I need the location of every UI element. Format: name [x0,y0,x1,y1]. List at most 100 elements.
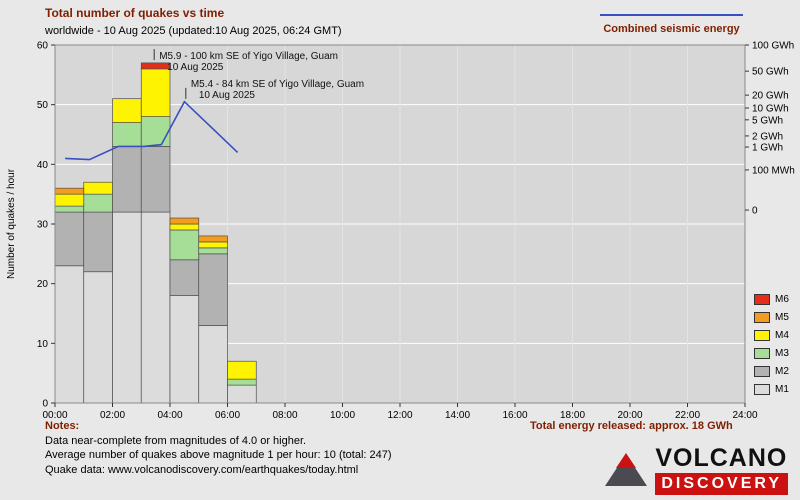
bar-segment-m6 [140,62,171,70]
bar-segment-m1 [83,271,113,404]
legend-swatch-m6 [754,293,770,305]
legend-swatch-m4 [754,329,770,341]
bar-segment-m3 [169,229,200,261]
legend-swatch-m3 [754,347,770,359]
notes-heading: Notes: [45,420,80,432]
logo-volcano-text: VOLCANO [655,444,788,472]
right-tick-label: 50 GWh [752,67,789,78]
y-tick-label: 40 [37,160,49,171]
annotation-text: M5.4 - 84 km SE of Yigo Village, Guam [191,79,364,90]
x-tick-label: 12:00 [387,410,412,421]
bar-segment-m3 [83,193,113,213]
legend-label: M6 [775,293,789,305]
y-tick-label: 20 [37,279,49,290]
x-tick-label: 06:00 [215,410,240,421]
legend-swatch-m5 [754,311,770,323]
bar-segment-m3 [227,378,257,386]
legend-item-m2: M2 [754,362,789,380]
bar-segment-m1 [198,325,228,404]
x-tick-label: 02:00 [100,410,125,421]
legend-label: M5 [775,311,789,323]
volcano-icon [605,453,648,486]
volcanodiscovery-logo: VOLCANO DISCOVERY [605,446,788,495]
legend-item-m1: M1 [754,380,789,398]
page-title: Total number of quakes vs time [45,6,225,20]
bar-segment-m4 [169,223,200,231]
right-tick-label: 100 MWh [752,165,795,176]
energy-line [65,100,239,161]
bar-segment-m1 [140,211,171,404]
note-line: Data near-complete from magnitudes of 4.… [45,434,307,447]
bar-segment-m2 [112,146,142,213]
right-tick-label: 10 GWh [752,104,789,115]
note-line-quake-data-url: Quake data: www.volcanodiscovery.com/ear… [45,463,359,476]
x-tick-label: 14:00 [445,410,470,421]
legend-swatch-m1 [754,383,770,395]
energy-legend: Combined seismic energy [600,14,743,35]
annotation-text: 10 Aug 2025 [199,90,256,101]
x-tick-label: 22:00 [675,410,700,421]
annotation-text: M5.9 - 100 km SE of Yigo Village, Guam [159,51,338,62]
y-tick-label: 60 [37,41,49,52]
x-tick-label: 08:00 [272,410,297,421]
bar-segment-m3 [198,247,228,255]
bar-segment-m1 [112,211,142,404]
bar-segment-m5 [198,235,228,243]
y-tick-label: 50 [37,100,49,111]
notes-section: Notes: Data near-complete from magnitude… [45,419,392,477]
bar-segment-m4 [112,98,142,123]
note-line: Average number of quakes above magnitude… [45,449,392,461]
y-axis-label: Number of quakes / hour [6,168,17,279]
right-tick-label: 20 GWh [752,91,789,102]
legend-label: M2 [775,365,789,377]
y-tick-label: 30 [37,220,49,231]
right-tick-label: 1 GWh [752,143,783,154]
legend-label: M1 [775,383,789,395]
y-tick-label: 10 [37,339,49,350]
bar-segment-m3 [140,116,171,147]
x-tick-label: 24:00 [732,410,757,421]
bar-segment-m4 [54,193,85,207]
bar-segment-m4 [140,68,171,117]
bar-segment-m2 [169,259,200,296]
logo-text: VOLCANO DISCOVERY [655,446,788,495]
legend-item-m4: M4 [754,326,789,344]
x-tick-label: 20:00 [617,410,642,421]
x-tick-label: 00:00 [42,410,67,421]
bar-segment-m4 [83,181,113,195]
page-subtitle: worldwide - 10 Aug 2025 (updated:10 Aug … [45,25,342,37]
x-tick-label: 18:00 [560,410,585,421]
bar-segment-m3 [112,122,142,147]
right-tick-label: 5 GWh [752,115,783,126]
legend-item-m5: M5 [754,308,789,326]
legend-item-m6: M6 [754,290,789,308]
bar-segment-m5 [169,217,200,225]
energy-line-sample [600,14,743,16]
x-tick-label: 10:00 [330,410,355,421]
bar-segment-m1 [54,265,85,404]
bar-segment-m4 [198,241,228,249]
bar-segment-m1 [169,295,200,404]
legend-label: M4 [775,329,789,341]
legend-swatch-m2 [754,365,770,377]
x-tick-label: 04:00 [157,410,182,421]
x-tick-label: 16:00 [502,410,527,421]
y-tick-label: 0 [42,399,48,410]
bar-segment-m2 [198,253,228,326]
right-tick-label: 0 [752,206,758,217]
bar-segment-m4 [227,360,257,380]
logo-discovery-band: DISCOVERY [655,473,788,495]
magnitude-legend: M6 M5 M4 M3 M2 M1 [754,290,789,398]
right-tick-label: 2 GWh [752,131,783,142]
annotation-text: 10 Aug 2025 [167,62,224,73]
lava-icon [616,453,637,468]
bar-segment-m2 [54,211,85,267]
bar-segment-m2 [83,211,113,273]
right-tick-label: 100 GWh [752,41,794,52]
total-energy-label: Total energy released: approx. 18 GWh [530,420,733,432]
legend-label: M3 [775,347,789,359]
bar-segment-m2 [140,146,171,213]
legend-item-m3: M3 [754,344,789,362]
